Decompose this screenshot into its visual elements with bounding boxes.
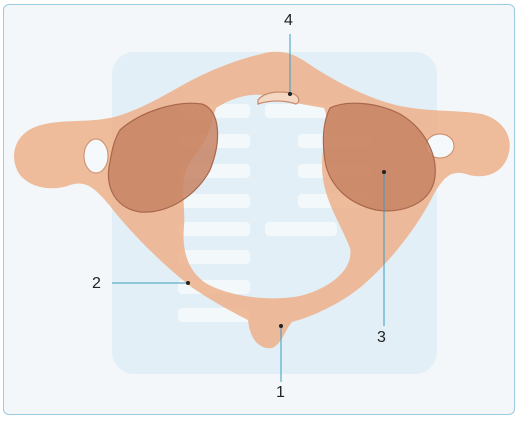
marker-2 <box>186 281 190 285</box>
superior-facet-left <box>108 102 219 213</box>
label-2: 2 <box>92 275 101 292</box>
marker-4 <box>288 92 292 96</box>
transverse-foramen-left <box>83 138 109 174</box>
label-3: 3 <box>377 329 386 346</box>
marker-3 <box>382 170 386 174</box>
label-4: 4 <box>284 12 293 29</box>
superior-facet-right <box>322 102 436 212</box>
label-1: 1 <box>276 384 285 401</box>
marker-1 <box>279 324 283 328</box>
